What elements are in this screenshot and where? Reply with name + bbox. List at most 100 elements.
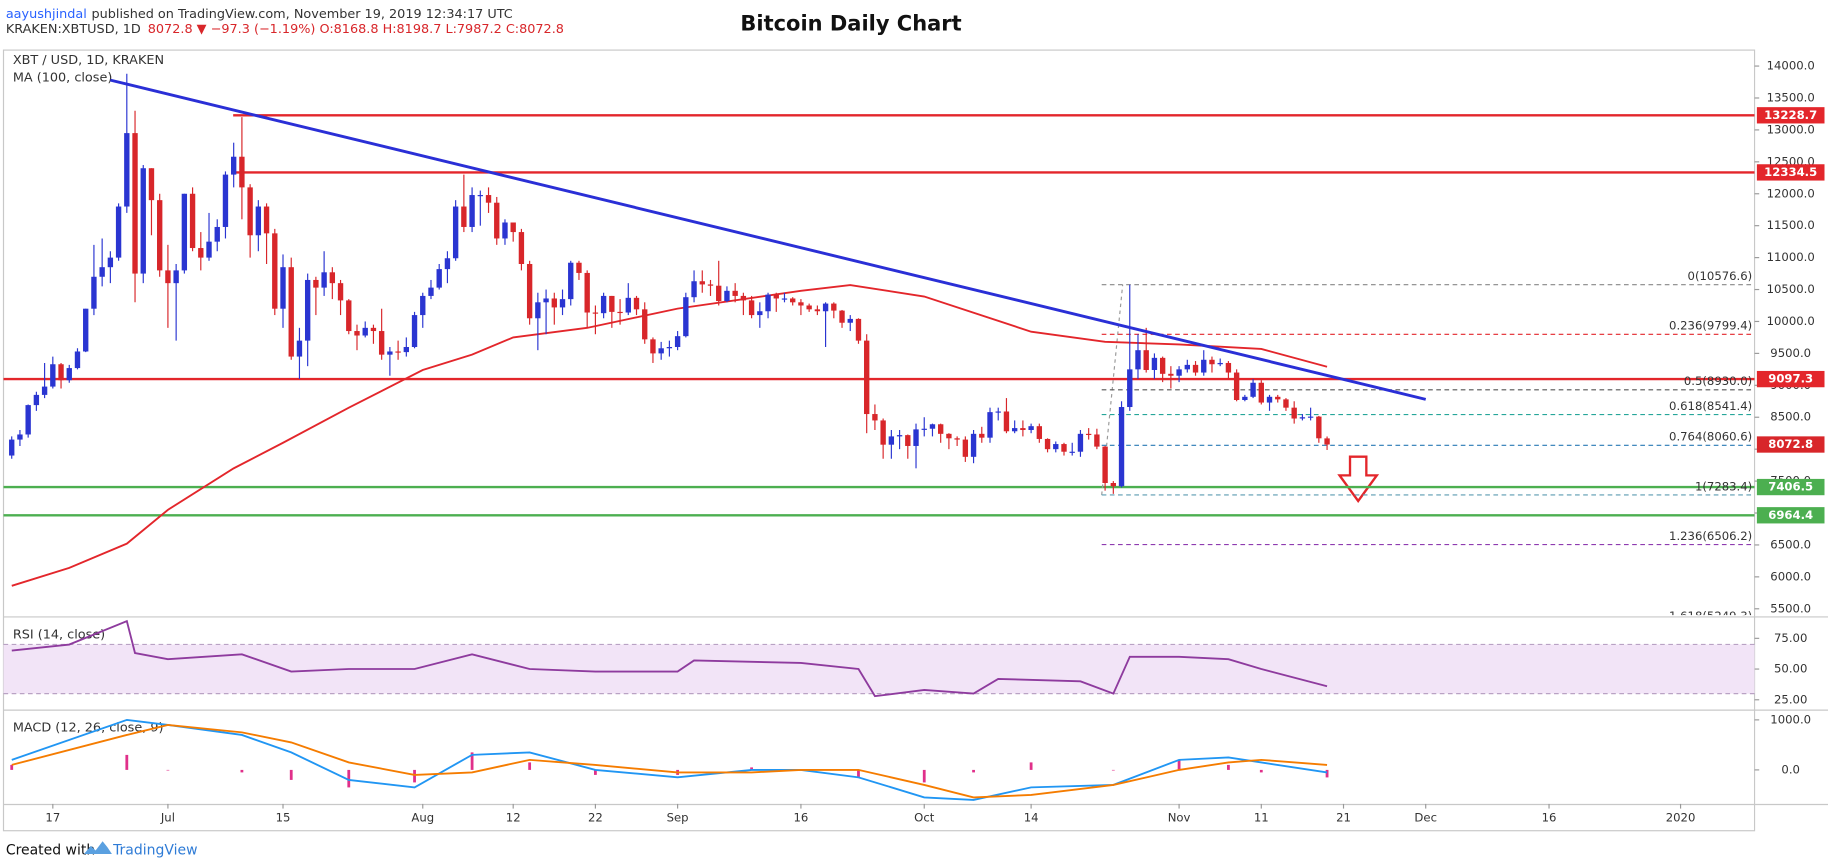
candle-body bbox=[140, 168, 146, 274]
histogram-bar bbox=[470, 752, 474, 770]
histogram-bar bbox=[594, 769, 597, 775]
histogram-bar bbox=[1325, 769, 1329, 778]
candle-body bbox=[469, 195, 475, 227]
candle-body bbox=[1201, 359, 1207, 373]
candle-body bbox=[1053, 444, 1059, 450]
candle-body bbox=[288, 267, 294, 357]
y-tick-label: 11000.0 bbox=[1767, 250, 1815, 264]
candle-body bbox=[970, 433, 977, 457]
candle-body bbox=[864, 340, 870, 415]
level-box bbox=[1756, 507, 1825, 524]
candle-body bbox=[329, 272, 336, 284]
panel-1 bbox=[3, 619, 1755, 698]
series-line bbox=[11, 723, 1328, 799]
fib-label: 1(7283.4) bbox=[1695, 479, 1752, 493]
candle-body bbox=[1102, 446, 1108, 484]
candle-body bbox=[650, 339, 656, 354]
candle-body bbox=[181, 193, 188, 271]
candle-body bbox=[987, 412, 993, 438]
candle-body bbox=[568, 262, 574, 300]
candle-body bbox=[33, 394, 40, 406]
candle-body bbox=[1283, 399, 1289, 408]
candle-body bbox=[1020, 428, 1026, 431]
x-tick-label: Oct bbox=[914, 810, 935, 824]
frame bbox=[2, 49, 1828, 832]
x-tick-label: 14 bbox=[1024, 810, 1039, 824]
histogram-bar bbox=[240, 769, 244, 773]
x-tick-label: 17 bbox=[45, 810, 60, 824]
candle-body bbox=[198, 248, 204, 258]
x-tick-label: Sep bbox=[667, 810, 689, 824]
candle-body bbox=[1036, 426, 1043, 439]
y-tick-label: 75.00 bbox=[1774, 631, 1807, 645]
histogram-bar bbox=[857, 769, 860, 778]
candle-body bbox=[74, 351, 81, 369]
footer-brand: TradingView bbox=[112, 843, 197, 859]
y-tick-label: 11500.0 bbox=[1767, 218, 1815, 232]
candle-body bbox=[239, 156, 245, 188]
candle-body bbox=[494, 202, 500, 239]
candle-body bbox=[1118, 407, 1125, 487]
candle-body bbox=[66, 368, 72, 381]
symbol: KRAKEN:XBTUSD, 1D bbox=[6, 22, 141, 37]
candle-body bbox=[1176, 369, 1182, 376]
histogram-bar bbox=[750, 767, 754, 770]
candle-body bbox=[1184, 364, 1190, 370]
candle-body bbox=[25, 405, 31, 435]
candle-body bbox=[1069, 451, 1075, 453]
candle-body bbox=[658, 348, 664, 354]
ma-legend: MA (100, close) bbox=[13, 71, 113, 86]
candle-body bbox=[1225, 362, 1232, 373]
level-box bbox=[1756, 478, 1825, 496]
candle-body bbox=[946, 433, 952, 439]
fib-label: 0.5(8930.0) bbox=[1684, 374, 1752, 388]
x-tick-label: 16 bbox=[794, 810, 809, 824]
candle-body bbox=[954, 438, 960, 440]
y-tick-label: 6500.0 bbox=[1770, 537, 1811, 551]
candle-body bbox=[91, 276, 97, 309]
candle-body bbox=[551, 298, 557, 308]
candle-body bbox=[798, 302, 804, 306]
histogram-bar bbox=[289, 769, 293, 780]
macd-legend: MACD (12, 26, close, 9) bbox=[13, 721, 164, 736]
candle-body bbox=[444, 258, 451, 270]
candle-body bbox=[962, 439, 969, 457]
candle-body bbox=[428, 287, 434, 296]
histogram-bar bbox=[125, 754, 129, 770]
histogram-bar bbox=[1111, 769, 1115, 771]
candle-body bbox=[157, 200, 163, 271]
y-tick-label: 1000.0 bbox=[1770, 712, 1811, 726]
candle-body bbox=[600, 295, 607, 314]
candle-body bbox=[321, 272, 327, 288]
histogram-bar bbox=[528, 762, 532, 770]
symbol-legend: XBT / USD, 1D, KRAKEN bbox=[13, 53, 164, 68]
y-tick-label: 12000.0 bbox=[1767, 186, 1815, 200]
candle-body bbox=[1077, 433, 1084, 452]
candle-body bbox=[1094, 434, 1100, 447]
candle-body bbox=[831, 303, 837, 311]
x-tick-label: Dec bbox=[1414, 810, 1437, 824]
x-tick-label: Jul bbox=[160, 810, 175, 824]
candle-body bbox=[535, 302, 541, 319]
candle-body bbox=[477, 195, 483, 197]
candle-body bbox=[855, 318, 862, 341]
candle-body bbox=[716, 285, 722, 302]
candle-body bbox=[748, 300, 755, 316]
panel-0: 0(10576.6) 0.236(9799.4) 0.5(8930.0) 0.618(… bbox=[3, 73, 1755, 615]
candle-body bbox=[304, 279, 311, 341]
candle-body bbox=[938, 424, 944, 434]
candle-body bbox=[995, 411, 1001, 413]
candle-body bbox=[732, 290, 738, 296]
candle-body bbox=[1085, 433, 1092, 436]
y-tick-label: 10000.0 bbox=[1767, 314, 1815, 328]
candle-body bbox=[1044, 438, 1051, 450]
level-label: 12334.5 bbox=[1764, 165, 1817, 179]
candle-body bbox=[642, 309, 648, 340]
candle-body bbox=[1324, 438, 1330, 445]
candle-body bbox=[1127, 369, 1133, 408]
candle-body bbox=[576, 262, 582, 273]
byline: aayushjindal published on TradingView.com… bbox=[6, 6, 513, 21]
footer-text: Created with bbox=[6, 843, 95, 859]
candle-body bbox=[724, 290, 730, 302]
